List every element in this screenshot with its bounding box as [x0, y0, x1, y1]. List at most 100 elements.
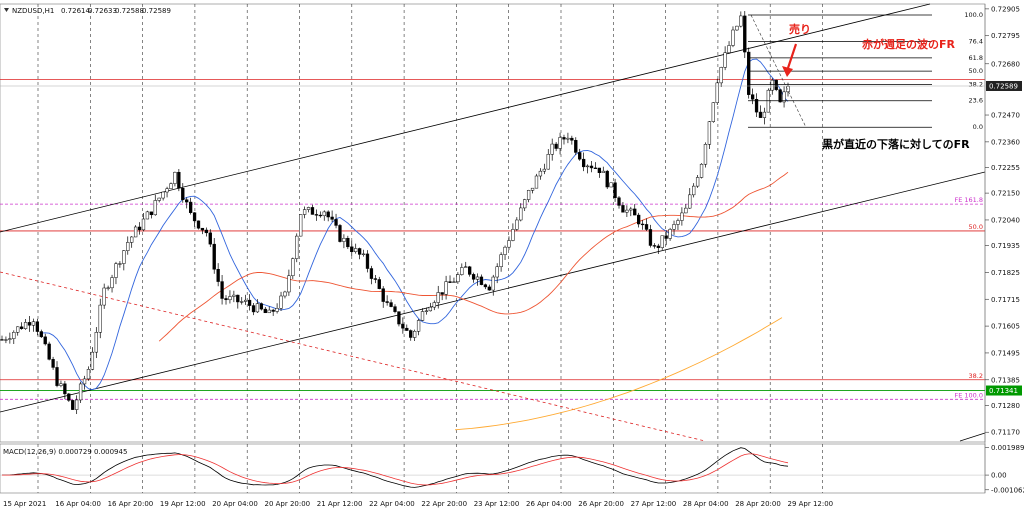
candle-body	[314, 214, 319, 216]
candle-body	[413, 330, 417, 338]
sell-arrow-shaft	[786, 43, 798, 69]
candle-body	[122, 250, 126, 264]
candle-body	[432, 302, 436, 308]
time-axis[interactable]: 15 Apr 2021 16 Apr 04:00 16 Apr 20:00 19 Ap…	[3, 500, 833, 508]
descending-red-dashed-line	[0, 271, 706, 442]
candle-body	[550, 143, 554, 155]
candle-body	[338, 225, 342, 242]
candle-body	[153, 200, 157, 216]
macd-tick-label-0: 0.001989	[991, 444, 1024, 452]
candle-body	[526, 190, 531, 200]
candle-body	[743, 15, 747, 53]
price-tick-label-10: 0.71715	[991, 296, 1020, 304]
price-axis[interactable]: 0.72905 0.72795 0.72680 0.72470 0.72360 0.722…	[0, 4, 1022, 493]
candle-body	[279, 295, 283, 309]
price-tick-label-7: 0.72040	[991, 216, 1020, 224]
candle-body	[357, 248, 362, 255]
open-value: 0.72614	[61, 7, 90, 15]
candle-body	[275, 308, 279, 312]
candle-body	[585, 165, 590, 168]
candle-body	[609, 182, 613, 188]
candle-body	[581, 158, 586, 168]
candle-body	[94, 332, 98, 353]
candle-body	[770, 79, 774, 91]
candle-body	[185, 199, 189, 203]
candle-body	[723, 52, 727, 68]
candle-body	[267, 309, 271, 314]
candle-body	[735, 25, 739, 31]
candle-body	[574, 140, 578, 153]
candle-body	[169, 183, 173, 189]
fib-level-label-6: 0.0	[973, 123, 983, 131]
level-label-3: FE 100.0	[954, 391, 983, 399]
price-tick-label-12: 0.71495	[991, 349, 1020, 357]
candle-body	[78, 383, 83, 401]
candle-body	[157, 197, 161, 201]
candle-body	[75, 399, 79, 410]
candle-body	[342, 237, 346, 242]
current-price-box	[986, 80, 1022, 91]
time-tick-label-5: 20 Apr 20:00	[265, 500, 311, 508]
candle-body	[200, 227, 205, 231]
candle-body	[695, 177, 700, 187]
macd-main-line	[2, 447, 789, 488]
fib-level-label-0: 100.0	[964, 11, 983, 19]
candle-body	[703, 144, 708, 165]
candle-body	[354, 248, 358, 253]
candle-body	[715, 82, 719, 103]
candle-body	[680, 212, 684, 221]
candle-body	[16, 326, 20, 333]
candle-body	[530, 187, 535, 191]
candle-body	[558, 137, 562, 149]
candle-body	[318, 214, 322, 217]
candle-body	[766, 89, 771, 113]
price-tick-label-13: 0.71385	[991, 376, 1020, 384]
candle-body	[479, 276, 484, 285]
candle-body	[106, 287, 110, 289]
candle-body	[605, 170, 609, 188]
time-tick-label-14: 28 Apr 20:00	[735, 500, 781, 508]
price-tick-label-9: 0.71825	[991, 269, 1020, 277]
candle-body	[597, 167, 602, 173]
ma-slow-line	[454, 317, 783, 431]
macd-plot-frame	[0, 443, 986, 494]
high-value: 0.72633	[88, 7, 117, 15]
ma-fast-line	[41, 58, 789, 391]
level-label-0: FE 161.8	[954, 196, 983, 204]
candle-body	[244, 299, 248, 302]
candle-body	[361, 253, 366, 255]
candle-body	[782, 91, 786, 103]
candle-body	[259, 303, 264, 310]
candle-body	[240, 301, 244, 303]
black-note: 黒が直近の下落に対してのFR	[822, 137, 970, 151]
price-tick-label-15: 0.71170	[991, 429, 1020, 437]
candle-body	[523, 199, 527, 209]
candle-body	[110, 277, 114, 289]
candle-body	[483, 284, 488, 288]
candle-body	[405, 327, 409, 331]
candle-body	[228, 296, 232, 301]
candle-body	[102, 287, 106, 306]
candle-body	[43, 336, 47, 345]
candle-body	[393, 306, 397, 312]
price-tick-label-6: 0.72150	[991, 190, 1020, 198]
candle-body	[247, 299, 252, 306]
candle-body	[145, 211, 150, 220]
candle-body	[126, 242, 130, 251]
candle-body	[464, 266, 468, 268]
candle-body	[409, 330, 413, 338]
candle-body	[676, 220, 680, 225]
red-note: 赤が週足の波のFR	[862, 37, 956, 51]
candle-body	[570, 137, 574, 141]
candle-body	[216, 269, 220, 282]
candle-body	[507, 240, 511, 248]
candle-body	[299, 214, 303, 237]
candle-body	[302, 209, 307, 215]
candle-body	[181, 188, 185, 200]
candle-body	[538, 170, 543, 177]
candle-body	[637, 214, 641, 225]
candle-body	[436, 292, 440, 303]
candle-body	[47, 343, 51, 360]
candle-body	[692, 185, 696, 196]
